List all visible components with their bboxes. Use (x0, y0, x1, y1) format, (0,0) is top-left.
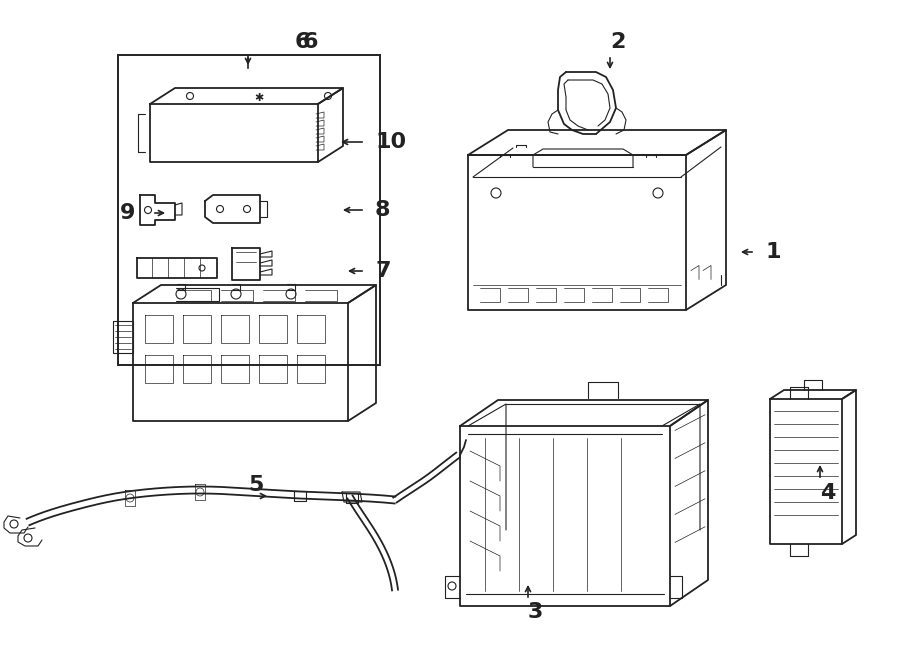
Text: 8: 8 (375, 200, 391, 220)
Text: 6: 6 (302, 32, 318, 52)
Text: 3: 3 (528, 602, 544, 622)
Text: ✱: ✱ (255, 93, 264, 103)
Text: 4: 4 (820, 483, 835, 503)
Text: 10: 10 (375, 132, 406, 152)
Text: 6: 6 (294, 32, 310, 52)
Text: 5: 5 (248, 475, 264, 495)
Text: 7: 7 (375, 261, 391, 281)
Bar (118, 55, 380, 365)
Text: 2: 2 (610, 32, 626, 52)
Text: 9: 9 (120, 203, 135, 223)
Text: 1: 1 (765, 242, 780, 262)
